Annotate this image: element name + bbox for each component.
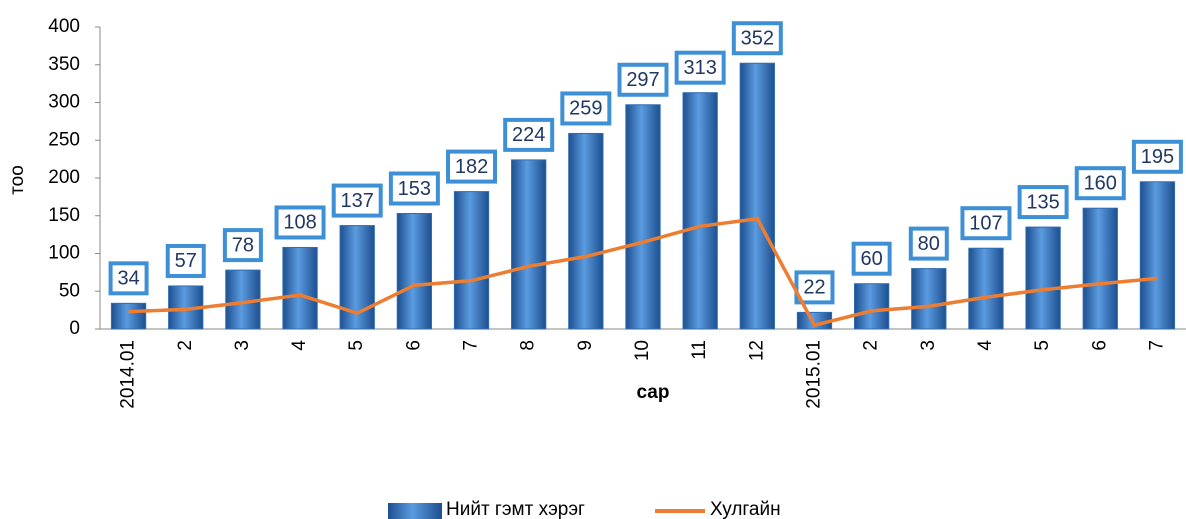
value-label: 352	[741, 28, 774, 50]
value-label: 107	[969, 212, 1002, 234]
bar	[453, 191, 490, 330]
y-tick-label: 50	[59, 280, 80, 301]
value-label-box	[560, 91, 612, 126]
x-tick-label: 7	[461, 340, 482, 351]
value-label: 259	[569, 98, 602, 120]
value-label-box	[617, 62, 669, 97]
x-tick-label: 2014.01	[118, 340, 139, 409]
value-label-box	[731, 21, 783, 56]
bar	[110, 302, 147, 330]
value-label-box	[1074, 166, 1126, 201]
bar	[911, 268, 947, 330]
value-label-box	[108, 261, 149, 296]
value-label-box	[222, 228, 263, 263]
y-tick-label: 300	[48, 92, 80, 113]
x-tick-label: 11	[689, 340, 710, 360]
x-tick-label: 6	[403, 340, 424, 351]
bar	[511, 159, 547, 330]
x-tick-label: 7	[1146, 340, 1167, 351]
y-tick-label: 100	[48, 243, 80, 264]
value-label-box	[1131, 139, 1183, 174]
x-tick-label: 2015.01	[803, 340, 824, 409]
x-tick-label: 6	[1089, 340, 1110, 351]
value-label: 313	[683, 57, 716, 79]
x-tick-label: 5	[346, 340, 367, 351]
x-tick-label: 10	[632, 340, 653, 361]
value-label-box	[165, 243, 206, 278]
value-label: 182	[455, 156, 488, 178]
value-label-box	[960, 206, 1012, 241]
value-label: 34	[117, 268, 139, 290]
value-label: 57	[175, 250, 197, 272]
bar	[396, 212, 433, 330]
y-tick-label: 250	[48, 129, 80, 150]
value-label-box	[908, 226, 949, 261]
value-label: 160	[1084, 172, 1117, 194]
value-label: 78	[232, 234, 254, 256]
x-tick-label: 3	[918, 340, 939, 351]
value-label-box	[794, 270, 835, 305]
value-label: 60	[861, 248, 883, 270]
x-tick-label: 3	[232, 340, 253, 351]
value-label-box	[1017, 185, 1069, 220]
value-label: 195	[1141, 146, 1174, 168]
value-label-box	[388, 171, 440, 206]
x-tick-label: 8	[518, 340, 539, 351]
bar	[739, 62, 775, 330]
bar	[1139, 181, 1176, 330]
bar	[625, 104, 661, 330]
value-label: 108	[283, 212, 316, 234]
value-label-box	[446, 149, 498, 184]
value-label: 135	[1026, 191, 1059, 213]
x-tick-label: 9	[575, 340, 596, 351]
bar	[1082, 207, 1118, 330]
y-tick-label: 0	[69, 318, 80, 339]
value-label-box	[674, 50, 726, 85]
value-label: 297	[626, 69, 659, 91]
y-tick-label: 400	[48, 16, 80, 37]
x-axis-label: сар	[637, 382, 670, 403]
value-label-box	[851, 241, 892, 276]
value-label: 137	[341, 190, 374, 212]
value-label-box	[274, 205, 326, 240]
value-label: 80	[918, 233, 940, 255]
x-tick-label: 4	[975, 340, 996, 351]
legend-label: Хулгайн	[710, 499, 781, 519]
x-tick-label: 12	[746, 340, 767, 361]
x-tick-label: 2	[175, 340, 196, 351]
value-label: 224	[512, 124, 545, 146]
x-tick-label: 5	[1032, 340, 1053, 351]
bar	[682, 92, 718, 330]
value-label-box	[503, 117, 555, 152]
value-label: 153	[398, 178, 431, 200]
legend-label: Нийт гэмт хэрэг	[446, 499, 585, 519]
y-tick-label: 200	[48, 167, 80, 188]
bar	[568, 132, 604, 330]
value-label: 22	[803, 277, 825, 299]
x-tick-label: 2	[861, 340, 882, 351]
y-axis-label: тоо	[7, 165, 28, 195]
bar	[968, 247, 1004, 330]
line	[128, 216, 1158, 328]
bar	[282, 246, 318, 330]
value-label-box	[331, 183, 383, 218]
bar	[1025, 226, 1061, 330]
x-tick-label: 4	[289, 340, 310, 351]
bar	[853, 283, 890, 330]
legend-swatch	[388, 503, 442, 519]
y-tick-label: 350	[48, 54, 80, 75]
y-tick-label: 150	[48, 205, 80, 226]
